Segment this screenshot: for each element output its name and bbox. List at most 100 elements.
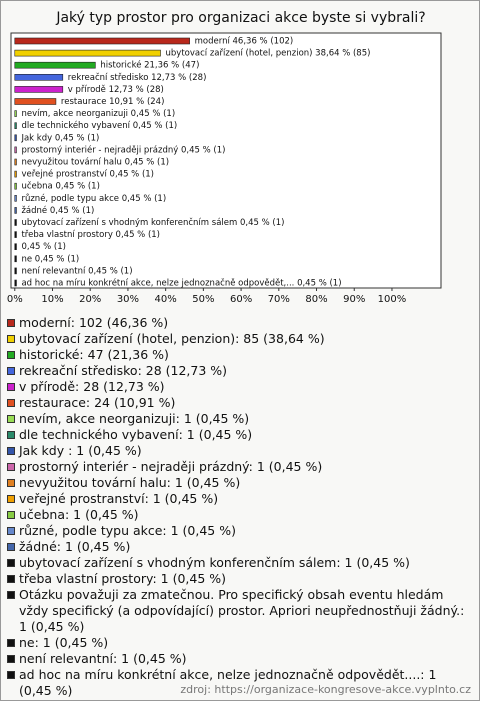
x-tick-label: 80% xyxy=(305,294,327,305)
legend-item: není relevantní: 1 (0,45 %) xyxy=(7,651,471,667)
bar xyxy=(14,86,64,93)
bar xyxy=(14,134,17,142)
legend-item: ne: 1 (0,45 %) xyxy=(7,635,471,651)
chart-title: Jaký typ prostor pro organizaci akce bys… xyxy=(55,10,425,26)
legend-item: nevím, akce neorganizuji: 1 (0,45 %) xyxy=(7,411,471,427)
x-tick-label: 30% xyxy=(117,294,139,305)
bar xyxy=(14,122,17,129)
legend-marker xyxy=(7,415,15,423)
legend-marker xyxy=(7,575,15,583)
legend-item: učebna: 1 (0,45 %) xyxy=(7,507,471,523)
plot-area xyxy=(10,32,442,289)
legend-label: moderní: 102 (46,36 %) xyxy=(19,315,169,330)
legend-item: Jak kdy : 1 (0,45 %) xyxy=(7,443,471,459)
x-tick-label: 60% xyxy=(230,294,252,305)
legend-marker xyxy=(7,559,15,567)
legend-marker xyxy=(7,383,15,391)
bar-label: rekreační středisko 12,73 % (28) xyxy=(68,72,207,83)
legend-marker xyxy=(7,447,15,455)
bar xyxy=(14,61,96,69)
legend-label: ne: 1 (0,45 %) xyxy=(19,635,109,650)
bar xyxy=(14,195,17,202)
legend-label: žádné: 1 (0,45 %) xyxy=(19,539,131,554)
bar xyxy=(14,267,17,275)
source: zdroj: https://organizace-kongresove-akc… xyxy=(180,683,471,696)
legend-marker xyxy=(7,591,15,599)
bar-label: třeba vlastní prostory 0,45 % (1) xyxy=(21,230,160,240)
legend-item: rekreační středisko: 28 (12,73 %) xyxy=(7,363,471,379)
bar-label: učebna 0,45 % (1) xyxy=(21,181,99,192)
legend-marker xyxy=(7,671,15,679)
legend-label: třeba vlastní prostory: 1 (0,45 %) xyxy=(19,571,227,586)
legend-item: Otázku považuji za zmatečnou. Pro specif… xyxy=(7,587,471,635)
legend-label: Otázku považuji za zmatečnou. Pro specif… xyxy=(19,587,465,634)
legend-marker xyxy=(7,655,15,663)
bar xyxy=(14,158,17,166)
bar-label: Jak kdy 0,45 % (1) xyxy=(20,133,99,143)
x-tick-label: 20% xyxy=(79,294,101,305)
legend-label: v přírodě: 28 (12,73 %) xyxy=(19,379,165,394)
bar-label: různé, podle typu akce 0,45 % (1) xyxy=(21,193,166,204)
legend-label: dle technického vybavení: 1 (0,45 %) xyxy=(19,427,253,442)
legend-marker xyxy=(7,463,15,471)
legend-label: Jak kdy : 1 (0,45 %) xyxy=(19,443,142,458)
legend-item: v přírodě: 28 (12,73 %) xyxy=(7,379,471,395)
bar xyxy=(14,170,17,178)
legend-item: ubytovací zařízení s vhodným konferenční… xyxy=(7,555,471,571)
legend-item: prostorný interiér - nejraději prázdný: … xyxy=(7,459,471,475)
legend-marker xyxy=(7,527,15,535)
bar xyxy=(14,255,17,263)
legend-label: různé, podle typu akce: 1 (0,45 %) xyxy=(19,523,236,538)
x-tick-label: 90% xyxy=(343,294,365,305)
bar xyxy=(14,182,17,190)
bar-label: ne 0,45 % (1) xyxy=(21,254,79,264)
bar-label: dle technického vybavení 0,45 % (1) xyxy=(21,120,177,131)
bar xyxy=(14,110,17,117)
bar-label: 0,45 % (1) xyxy=(21,242,65,252)
bar-label: restaurace 10,91 % (24) xyxy=(61,97,164,107)
legend-label: rekreační středisko: 28 (12,73 %) xyxy=(19,363,228,378)
legend-label: veřejné prostranství: 1 (0,45 %) xyxy=(19,491,219,506)
legend-marker xyxy=(7,431,15,439)
legend-marker xyxy=(7,367,15,375)
bar xyxy=(14,279,17,287)
bar-label: v přírodě 12,73 % (28) xyxy=(68,85,164,95)
legend-label: nevyužitou tovární halu: 1 (0,45 %) xyxy=(19,475,241,490)
x-tick-label: 50% xyxy=(192,294,214,305)
legend-marker xyxy=(7,479,15,487)
legend-item: moderní: 102 (46,36 %) xyxy=(7,315,471,331)
legend-label: není relevantní: 1 (0,45 %) xyxy=(19,651,187,666)
bar-label: ad hoc na míru konkrétní akce, nelze jed… xyxy=(21,278,341,289)
bar xyxy=(14,243,17,250)
legend-item: nevyužitou tovární halu: 1 (0,45 %) xyxy=(7,475,471,491)
legend-item: žádné: 1 (0,45 %) xyxy=(7,539,471,555)
bar-label: ubytovací zařízení (hotel, penzion) 38,6… xyxy=(166,49,371,59)
legend-marker xyxy=(7,335,15,343)
bar xyxy=(14,37,190,45)
bar xyxy=(14,49,161,57)
bar xyxy=(14,146,17,154)
legend-label: ubytovací zařízení (hotel, penzion): 85 … xyxy=(19,331,325,346)
legend-label: ad hoc na míru konkrétní akce, nelze jed… xyxy=(19,667,437,698)
x-tick-label: 40% xyxy=(155,294,177,305)
legend-marker xyxy=(7,319,15,327)
legend: moderní: 102 (46,36 %) ubytovací zařízení… xyxy=(7,315,471,699)
legend-label: restaurace: 24 (10,91 %) xyxy=(19,395,176,410)
legend-marker xyxy=(7,351,15,359)
legend-label: nevím, akce neorganizuji: 1 (0,45 %) xyxy=(19,411,250,426)
x-tick-label: 100% xyxy=(378,294,407,305)
legend-label: prostorný interiér - nejraději prázdný: … xyxy=(19,459,323,474)
x-tick-label: 70% xyxy=(268,294,290,305)
legend-marker xyxy=(7,495,15,503)
bar-label: žádné 0,45 % (1) xyxy=(21,205,94,216)
bar-label: ubytovací zařízení s vhodným konferenční… xyxy=(21,217,284,228)
legend-label: historické: 47 (21,36 %) xyxy=(19,347,169,362)
bar-label: moderní 46,36 % (102) xyxy=(195,37,294,47)
bar-label: historické 21,36 % (47) xyxy=(100,60,199,71)
bar-label: veřejné prostranství 0,45 % (1) xyxy=(21,169,154,180)
legend-item: restaurace: 24 (10,91 %) xyxy=(7,395,471,411)
chart: Jaký typ prostor pro organizaci akce bys… xyxy=(7,10,442,305)
legend-marker xyxy=(7,511,15,519)
legend-marker xyxy=(7,543,15,551)
